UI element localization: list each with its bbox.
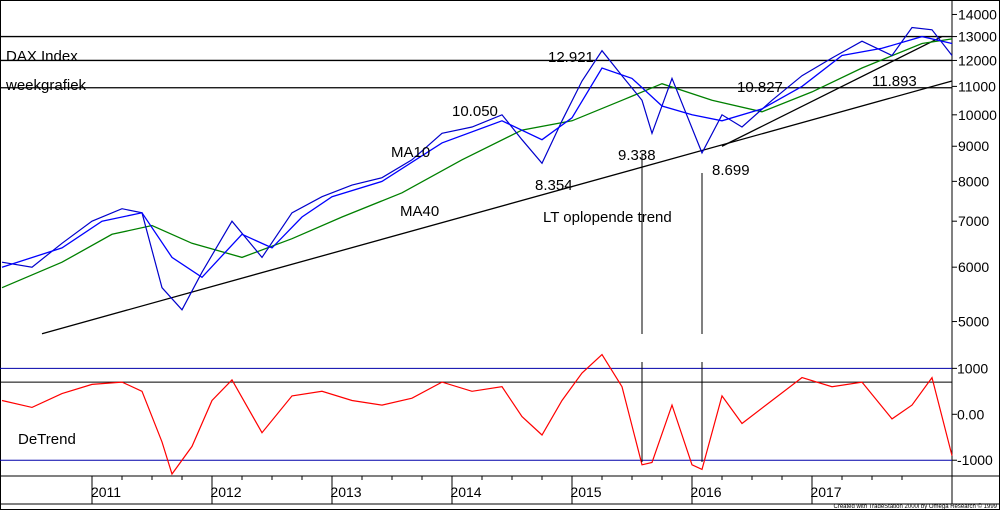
trendline — [41, 80, 953, 335]
annotation-label: 9.338 — [618, 147, 656, 164]
y-tick-label: 14000 — [958, 6, 997, 22]
y-tick-label: 6000 — [958, 259, 989, 275]
detrend-panel — [0, 353, 953, 476]
price-line — [1, 26, 953, 311]
axes: 5000 6000 7000 8000 9000 10000 11000 12000 13000… — [91, 6, 997, 504]
y-tick-label: 8000 — [958, 173, 989, 189]
annotation-label: 11.893 — [872, 73, 917, 90]
watermark: Created with TradeStation 2000i by Omega… — [833, 503, 997, 510]
y-tick-label: 9000 — [958, 138, 989, 154]
detrend-y-tick-label: -1000 — [957, 452, 993, 468]
y-tick-label: 11000 — [958, 78, 996, 94]
annotation-label: 10.050 — [452, 103, 498, 120]
x-tick-label: 2014 — [450, 484, 481, 500]
y-tick-label: 10000 — [958, 107, 997, 123]
chart-title: DAX Index — [6, 48, 78, 65]
detrend-label: DeTrend — [18, 431, 76, 448]
x-tick-label: 2016 — [690, 484, 721, 500]
annotation-label: MA10 — [391, 144, 430, 161]
annotation-label: 8.354 — [535, 177, 573, 194]
ma10-line — [1, 35, 953, 279]
price-panel — [0, 26, 953, 335]
detrend-y-tick-label: 0.00 — [957, 406, 984, 422]
x-tick-label: 2012 — [210, 484, 241, 500]
annotation-label: MA40 — [400, 203, 439, 220]
x-tick-label: 2013 — [330, 484, 361, 500]
chart-subtitle: weekgrafiek — [5, 77, 87, 94]
ma40-line — [1, 38, 953, 289]
y-tick-label: 12000 — [958, 52, 997, 68]
annotation-label: LT oplopende trend — [543, 209, 672, 226]
x-tick-label: 2017 — [810, 484, 841, 500]
x-tick-label: 2015 — [570, 484, 601, 500]
y-tick-label: 7000 — [958, 213, 989, 229]
y-tick-label: 5000 — [958, 314, 989, 330]
detrend-y-tick-label: 1000 — [957, 360, 988, 376]
annotation-label: 10.827 — [737, 79, 783, 96]
trendline — [721, 35, 943, 147]
annotation-label: 8.699 — [712, 162, 750, 179]
y-tick-label: 13000 — [958, 29, 997, 45]
annotations: DAX Index weekgrafiek 12.921 10.050 10.827 11… — [5, 48, 998, 510]
annotation-label: 12.921 — [548, 49, 594, 66]
x-tick-label: 2011 — [91, 484, 121, 500]
detrend-line — [1, 353, 953, 476]
